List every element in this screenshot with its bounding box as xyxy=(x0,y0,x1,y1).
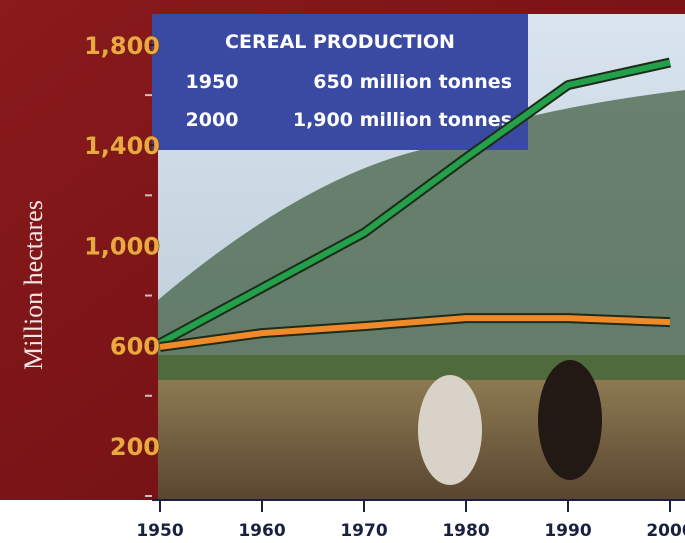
y-tick-label: 1,400 xyxy=(84,132,160,160)
x-tick-label: 1990 xyxy=(544,521,591,541)
y-tick-label: 1,000 xyxy=(84,232,160,260)
y-tick-label: 1,800 xyxy=(84,32,160,60)
x-tick-label: 1980 xyxy=(442,521,489,541)
photo-ox xyxy=(538,360,602,480)
chart: CEREAL PRODUCTION 1950 650 million tonne… xyxy=(0,0,685,543)
photo-ox xyxy=(418,375,482,485)
annotation-value: 1,900 million tonnes xyxy=(293,109,512,131)
x-tick-label: 1950 xyxy=(136,521,183,541)
y-tick-label: 600 xyxy=(110,333,160,361)
x-tick-label: 1970 xyxy=(340,521,387,541)
annotation-year: 1950 xyxy=(186,71,239,93)
y-axis-label: Million hectares xyxy=(19,200,48,370)
x-tick-label: 1960 xyxy=(238,521,285,541)
x-tick-label: 2000 xyxy=(646,521,685,541)
y-tick-label: 200 xyxy=(110,433,160,461)
annotation-title: CEREAL PRODUCTION xyxy=(225,31,455,53)
annotation-year: 2000 xyxy=(186,109,239,131)
annotation-value: 650 million tonnes xyxy=(313,71,512,93)
